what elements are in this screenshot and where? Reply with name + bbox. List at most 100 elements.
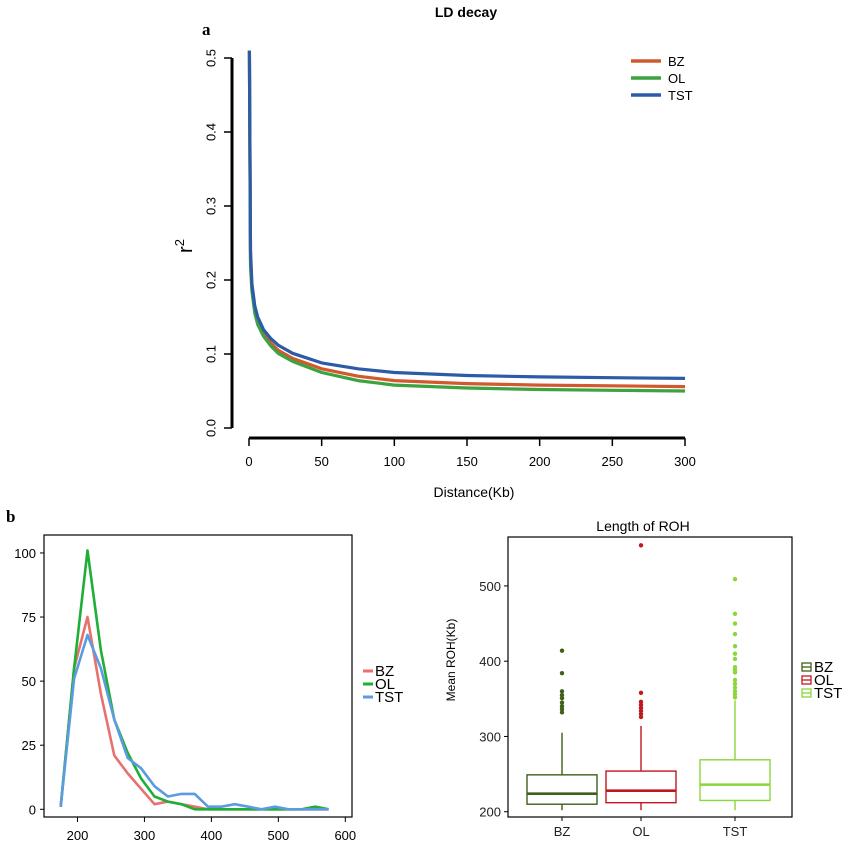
panel-b-right-x-tick-label: OL xyxy=(632,824,649,839)
panel-b-letter: b xyxy=(6,507,15,526)
panel-b-right-legend-label-tst: TST xyxy=(814,685,842,702)
panel-b-right-outlier-tst xyxy=(732,681,738,686)
panel-a-x-tick-label: 200 xyxy=(529,454,551,469)
panel-a: LD decay a 0.0 0.1 0.2 0.3 0.4 0.5 0 50 100 150 2… xyxy=(172,4,696,500)
panel-b-right-outlier-ol xyxy=(638,714,644,720)
panel-b-right-outlier-bz xyxy=(559,648,565,653)
panel-b-left-legend-label-ol: OL xyxy=(375,676,395,693)
panel-b-right: Length of ROH Mean ROH(Kb) 200300400500 … xyxy=(444,518,842,839)
panel-b-right-y-tick-label: 300 xyxy=(479,729,501,744)
panel-b-right-y-tick-label: 400 xyxy=(479,654,501,669)
panel-a-legend: BZ OL TST xyxy=(631,54,693,103)
panel-a-y-label-main: r xyxy=(175,246,197,253)
panel-b-right-y-label: Mean ROH(Kb) xyxy=(444,619,458,702)
panel-b-right-outlier-ol xyxy=(638,543,644,548)
panel-a-line-ol xyxy=(247,50,686,393)
panel-b-right-x-ticks: BZ OL TST xyxy=(554,817,748,839)
panel-b-left-legend-label-bz: BZ xyxy=(375,663,394,680)
panel-a-y-ticks: 0.0 0.1 0.2 0.3 0.4 0.5 xyxy=(203,49,232,437)
panel-b-right-box-tst xyxy=(699,759,771,802)
panel-b-right-y-tick-label: 200 xyxy=(479,805,501,820)
panel-b-left-x-tick-label: 600 xyxy=(334,828,356,843)
panel-b-left-legend-label-tst: TST xyxy=(375,689,403,706)
panel-a-title: LD decay xyxy=(435,4,497,20)
panel-b-left-line-tst xyxy=(59,633,329,811)
panel-b-left-y-tick-label: 100 xyxy=(14,546,36,561)
panel-b-right-box-bz xyxy=(526,774,598,805)
panel-b-left-y-tick-label: 75 xyxy=(22,610,36,625)
panel-b-right-frame xyxy=(507,536,793,818)
panel-b-left-frame xyxy=(43,534,353,818)
panel-b-left-x-tick-label: 500 xyxy=(267,828,289,843)
panel-b-right-outlier-tst xyxy=(732,621,738,626)
panel-b-right-legend-label-bz: BZ xyxy=(814,659,833,676)
panel-b-right-outlier-ol xyxy=(638,702,644,708)
panel-b-left-x-tick-label: 200 xyxy=(67,828,89,843)
panel-b-right-boxes xyxy=(526,543,771,811)
panel-a-y-tick-label: 0.0 xyxy=(203,419,218,437)
panel-a-letter: a xyxy=(202,20,211,39)
panel-b-right-outlier-tst xyxy=(732,689,738,694)
panel-b-right-outlier-tst xyxy=(732,670,738,675)
panel-b-left-line-ol xyxy=(59,549,329,811)
panel-b-left-y-tick-label: 0 xyxy=(29,802,36,817)
panel-b-right-y-ticks: 200 300 400 500 xyxy=(479,579,508,820)
panel-b-left-y-tick-label: 25 xyxy=(22,738,36,753)
panel-b-right-outlier-tst xyxy=(732,651,738,656)
panel-b-right-outlier-ol xyxy=(638,711,644,717)
panel-a-series-lines xyxy=(247,50,686,393)
panel-a-x-tick-label: 300 xyxy=(674,454,696,469)
panel-b-left-x-tick-label: 300 xyxy=(134,828,156,843)
panel-a-legend-label-ol: OL xyxy=(668,71,685,86)
panel-b-right-outlier-tst xyxy=(732,656,738,662)
panel-a-x-ticks: 0 50 100 150 200 250 300 xyxy=(245,438,696,469)
panel-a-line-bz xyxy=(247,50,686,389)
panel-b-right-x-tick-label: TST xyxy=(723,824,748,839)
panel-b-right-outlier-bz xyxy=(559,671,565,676)
panel-a-y-tick-label: 0.3 xyxy=(203,197,218,215)
panel-a-y-tick-label: 0.5 xyxy=(203,49,218,67)
panel-b-right-outlier-bz xyxy=(559,704,565,709)
panel-a-y-tick-label: 0.2 xyxy=(203,271,218,289)
panel-b-right-outlier-ol xyxy=(638,705,644,711)
panel-b-right-outlier-bz xyxy=(559,700,565,705)
panel-b-right-outlier-ol xyxy=(638,708,644,714)
panel-a-line-tst xyxy=(247,50,686,380)
panel-b-right-legend-label-ol: OL xyxy=(814,672,834,689)
panel-b-right-outlier-bz xyxy=(559,692,565,698)
panel-b-right-outlier-tst xyxy=(732,695,738,700)
panel-a-x-tick-label: 50 xyxy=(314,454,328,469)
panel-b-right-outlier-tst xyxy=(732,576,738,582)
panel-b-left-y-tick-label: 50 xyxy=(22,674,36,689)
panel-b-right-outlier-tst xyxy=(732,611,738,616)
panel-b-right-outlier-bz xyxy=(559,689,565,694)
panel-a-y-tick-label: 0.1 xyxy=(203,345,218,363)
panel-b-right-outlier-bz xyxy=(559,695,565,701)
panel-a-x-label: Distance(Kb) xyxy=(434,484,515,500)
panel-a-x-tick-label: 150 xyxy=(456,454,478,469)
panel-b-right-outlier-tst xyxy=(732,677,738,683)
panel-a-x-tick-label: 100 xyxy=(383,454,405,469)
panel-b-right-outlier-tst xyxy=(732,692,738,697)
panel-b-left-x-tick-label: 400 xyxy=(201,828,223,843)
panel-a-x-tick-label: 250 xyxy=(601,454,623,469)
panel-b-right-outlier-tst xyxy=(732,643,738,649)
panel-b-right-title: Length of ROH xyxy=(596,518,689,534)
panel-a-y-label-sup: 2 xyxy=(172,239,187,246)
panel-b-right-outlier-ol xyxy=(638,690,644,696)
panel-b-right-outlier-tst xyxy=(732,631,738,637)
panel-b-left-series-lines xyxy=(59,549,329,811)
panel-b-right-outlier-ol xyxy=(638,699,644,705)
panel-b-right-outlier-tst xyxy=(732,665,738,670)
panel-b-right-outlier-bz xyxy=(559,710,565,715)
panel-a-legend-label-bz: BZ xyxy=(668,54,685,69)
panel-b-left-x-ticks: 200 300 400 500 600 xyxy=(67,817,356,843)
panel-b-right-box-ol xyxy=(605,770,677,804)
panel-b-left-y-ticks: 0 25 50 75 100 xyxy=(14,546,44,817)
panel-a-y-label: r2 xyxy=(172,239,197,253)
panel-a-x-tick-label: 0 xyxy=(245,454,252,469)
